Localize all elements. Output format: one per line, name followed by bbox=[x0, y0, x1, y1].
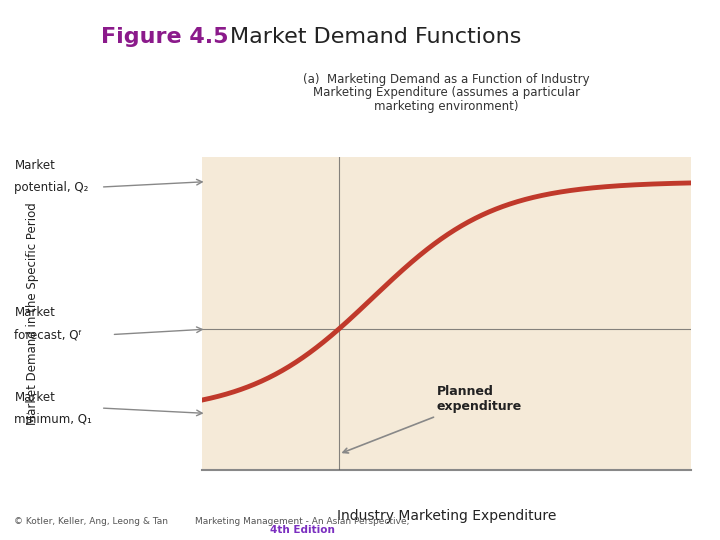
Text: Marketing Management - An Asian Perspective,: Marketing Management - An Asian Perspect… bbox=[195, 517, 410, 526]
Text: minimum, Q₁: minimum, Q₁ bbox=[14, 413, 92, 426]
Text: Marketing Expenditure (assumes a particular: Marketing Expenditure (assumes a particu… bbox=[312, 86, 580, 99]
Text: Market: Market bbox=[14, 307, 55, 320]
Text: Figure 4.5: Figure 4.5 bbox=[101, 27, 228, 47]
Text: Planned
expenditure: Planned expenditure bbox=[343, 386, 522, 453]
Text: Industry Marketing Expenditure: Industry Marketing Expenditure bbox=[337, 509, 556, 523]
Text: potential, Q₂: potential, Q₂ bbox=[14, 180, 89, 193]
Text: 4th Edition: 4th Edition bbox=[270, 524, 335, 535]
Text: forecast, Qᶠ: forecast, Qᶠ bbox=[14, 328, 82, 341]
Text: Market: Market bbox=[14, 159, 55, 172]
Text: © Kotler, Keller, Ang, Leong & Tan: © Kotler, Keller, Ang, Leong & Tan bbox=[14, 517, 168, 526]
Text: Market Demand in the Specific Period: Market Demand in the Specific Period bbox=[26, 202, 39, 424]
Text: marketing environment): marketing environment) bbox=[374, 100, 518, 113]
Text: Market Demand Functions: Market Demand Functions bbox=[230, 27, 522, 47]
Text: (a)  Marketing Demand as a Function of Industry: (a) Marketing Demand as a Function of In… bbox=[303, 73, 590, 86]
Text: Market: Market bbox=[14, 391, 55, 404]
